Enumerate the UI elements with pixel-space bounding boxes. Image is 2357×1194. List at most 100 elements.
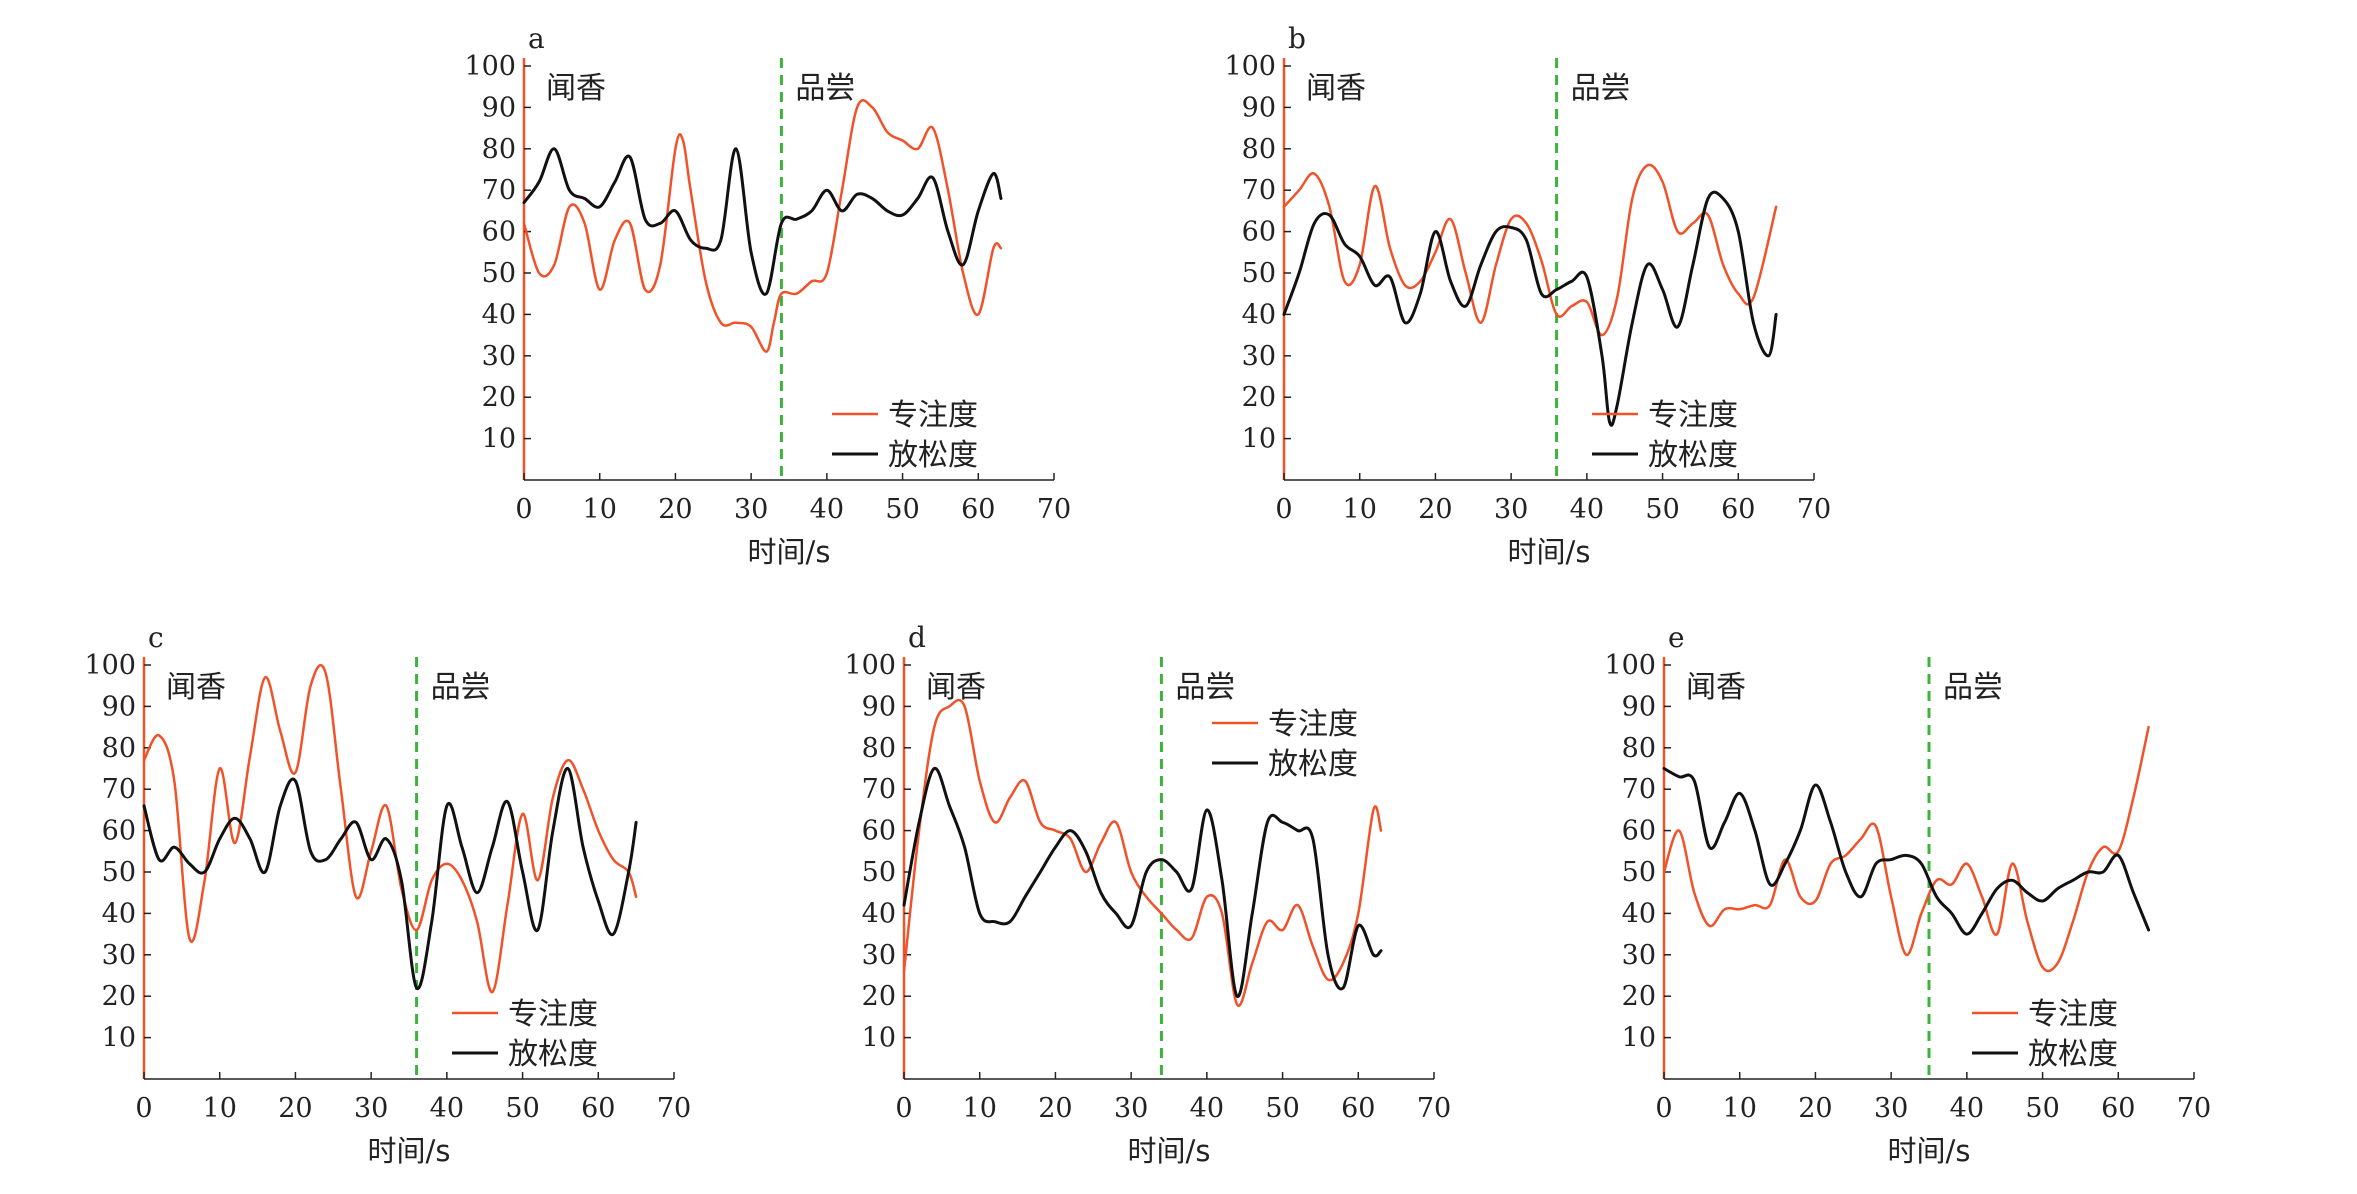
- x-tick-label: 70: [1417, 1093, 1451, 1124]
- legend-label: 专注度: [1648, 398, 1738, 433]
- series-line-relax: [522, 147, 1003, 296]
- y-tick-label: 10: [862, 1023, 896, 1054]
- x-tick-label: 70: [1037, 494, 1071, 525]
- x-tick-label: 10: [1343, 494, 1377, 525]
- x-tick-label: 30: [1114, 1093, 1148, 1124]
- x-tick-label: 30: [734, 494, 768, 525]
- legend-label: 放松度: [1268, 747, 1358, 782]
- x-tick-label: 40: [1570, 494, 1604, 525]
- series-line-focus: [142, 663, 638, 994]
- x-tick-label: 60: [1721, 494, 1755, 525]
- legend-label: 放松度: [2028, 1037, 2118, 1072]
- legend-label: 专注度: [1268, 707, 1358, 742]
- x-tick-label: 0: [135, 1093, 152, 1124]
- x-tick-label: 40: [810, 494, 844, 525]
- x-tick-label: 50: [2025, 1093, 2059, 1124]
- y-tick-label: 20: [1242, 382, 1276, 413]
- series-line-relax: [902, 766, 1383, 998]
- chart-panel-e: e 10 20 30 40 50 60 70 80 90 100 0 10 20 30 40 50 60 70 时间/…: [1598, 617, 2218, 1177]
- x-tick-label: 40: [1950, 1093, 1984, 1124]
- y-tick-label: 80: [862, 733, 896, 764]
- series-line-relax: [1282, 190, 1778, 427]
- x-tick-label: 70: [1797, 494, 1831, 525]
- y-tick-label: 40: [102, 898, 136, 929]
- x-tick-label: 10: [963, 1093, 997, 1124]
- x-tick-label: 10: [1723, 1093, 1757, 1124]
- y-tick-label: 90: [102, 691, 136, 722]
- x-tick-label: 50: [1645, 494, 1679, 525]
- chart-panel-d: d 10 20 30 40 50 60 70 80 90 100 0 10 20 30 40 50 60 70 时间/…: [838, 617, 1458, 1177]
- x-tick-label: 30: [1874, 1093, 1908, 1124]
- y-tick-label: 70: [102, 774, 136, 805]
- phase-label-smell: 闻香: [1686, 670, 1746, 705]
- x-axis-title: 时间/s: [1128, 1134, 1211, 1168]
- y-tick-label: 50: [862, 857, 896, 888]
- y-tick-label: 30: [102, 940, 136, 971]
- x-tick-label: 50: [1265, 1093, 1299, 1124]
- x-axis-title: 时间/s: [368, 1134, 451, 1168]
- phase-label-smell: 闻香: [1306, 71, 1366, 106]
- y-tick-label: 40: [482, 299, 516, 330]
- legend-label: 放松度: [1648, 438, 1738, 473]
- legend-label: 专注度: [2028, 997, 2118, 1032]
- y-tick-label: 100: [84, 650, 136, 681]
- y-tick-label: 80: [482, 134, 516, 165]
- y-tick-label: 30: [482, 341, 516, 372]
- y-tick-label: 40: [1622, 898, 1656, 929]
- y-tick-label: 90: [482, 92, 516, 123]
- x-tick-label: 0: [1275, 494, 1292, 525]
- x-tick-label: 10: [583, 494, 617, 525]
- phase-label-taste: 品尝: [795, 71, 855, 106]
- y-tick-label: 90: [1622, 691, 1656, 722]
- legend-label: 专注度: [888, 398, 978, 433]
- y-tick-label: 60: [102, 816, 136, 847]
- series-line-relax: [142, 766, 638, 991]
- series-line-focus: [1282, 163, 1778, 337]
- y-tick-label: 90: [1242, 92, 1276, 123]
- y-tick-label: 20: [862, 981, 896, 1012]
- y-tick-label: 10: [482, 424, 516, 455]
- y-tick-label: 100: [1604, 650, 1656, 681]
- y-tick-label: 50: [1242, 258, 1276, 289]
- y-tick-label: 10: [102, 1023, 136, 1054]
- panel-letter: d: [908, 621, 926, 654]
- y-tick-label: 80: [1622, 733, 1656, 764]
- legend-label: 专注度: [508, 997, 598, 1032]
- x-tick-label: 60: [2101, 1093, 2135, 1124]
- x-tick-label: 50: [885, 494, 919, 525]
- series-line-focus: [902, 698, 1383, 1007]
- y-tick-label: 80: [102, 733, 136, 764]
- x-axis-title: 时间/s: [748, 535, 831, 569]
- chart-svg-d: d 10 20 30 40 50 60 70 80 90 100 0 10 20 30 40 50 60 70 时间/…: [844, 621, 1451, 1168]
- chart-panel-a: a 10 20 30 40 50 60 70 80 90 100 0 10 20 30 40 50 60 70 时间/…: [458, 18, 1078, 578]
- y-tick-label: 100: [844, 650, 896, 681]
- y-tick-label: 60: [1622, 816, 1656, 847]
- phase-label-smell: 闻香: [546, 71, 606, 106]
- x-tick-label: 40: [1190, 1093, 1224, 1124]
- x-tick-label: 0: [895, 1093, 912, 1124]
- y-tick-label: 80: [1242, 134, 1276, 165]
- x-tick-label: 20: [658, 494, 692, 525]
- y-tick-label: 20: [102, 981, 136, 1012]
- x-tick-label: 40: [430, 1093, 464, 1124]
- x-tick-label: 0: [1655, 1093, 1672, 1124]
- y-tick-label: 70: [862, 774, 896, 805]
- series-line-focus: [1662, 725, 2150, 973]
- y-tick-label: 30: [1622, 940, 1656, 971]
- x-tick-label: 20: [1038, 1093, 1072, 1124]
- y-tick-label: 100: [464, 51, 516, 82]
- panel-letter: e: [1668, 621, 1685, 654]
- x-tick-label: 30: [1494, 494, 1528, 525]
- legend-label: 放松度: [508, 1037, 598, 1072]
- chart-panel-c: c 10 20 30 40 50 60 70 80 90 100 0 10 20 30 40 50 60 70 时间/…: [78, 617, 698, 1177]
- y-tick-label: 20: [1622, 981, 1656, 1012]
- y-tick-label: 20: [482, 382, 516, 413]
- chart-svg-a: a 10 20 30 40 50 60 70 80 90 100 0 10 20 30 40 50 60 70 时间/…: [464, 22, 1071, 569]
- x-tick-label: 50: [505, 1093, 539, 1124]
- legend-label: 放松度: [888, 438, 978, 473]
- y-tick-label: 70: [1242, 175, 1276, 206]
- x-tick-label: 60: [581, 1093, 615, 1124]
- x-axis-title: 时间/s: [1888, 1134, 1971, 1168]
- y-tick-label: 60: [1242, 217, 1276, 248]
- chart-panel-b: b 10 20 30 40 50 60 70 80 90 100 0 10 20 30 40 50 60 70 时间/…: [1218, 18, 1838, 578]
